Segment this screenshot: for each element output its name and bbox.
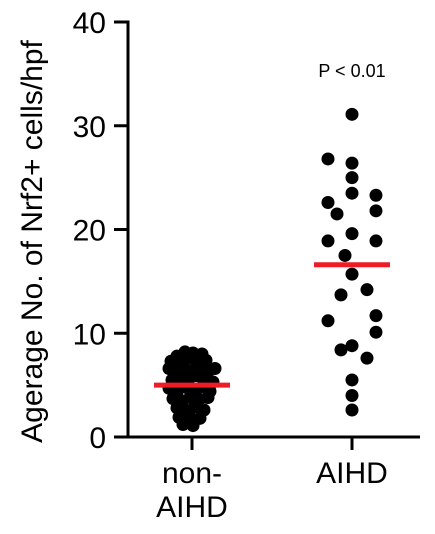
data-point bbox=[345, 186, 359, 200]
data-point bbox=[345, 339, 359, 353]
data-point bbox=[321, 234, 335, 248]
data-point bbox=[345, 389, 359, 402]
x-category-label: non-AIHD bbox=[156, 457, 228, 524]
data-point bbox=[345, 171, 359, 185]
data-point bbox=[369, 204, 383, 218]
y-tick-label: 10 bbox=[73, 318, 106, 351]
data-point bbox=[208, 362, 222, 376]
y-tick-label: 0 bbox=[89, 422, 106, 455]
data-point bbox=[334, 343, 348, 357]
p-value-annotation: P < 0.01 bbox=[318, 61, 385, 81]
data-point bbox=[345, 373, 359, 387]
x-category-label-line: non- bbox=[162, 457, 222, 490]
y-axis-title: Agerage No. of Nrf2+ cells/hpf bbox=[16, 39, 49, 442]
data-point bbox=[360, 351, 374, 365]
data-point bbox=[345, 156, 359, 170]
data-point bbox=[186, 419, 200, 433]
y-tick-label: 30 bbox=[73, 111, 106, 144]
x-category-label-line: AIHD bbox=[316, 457, 388, 490]
means-layer bbox=[154, 262, 390, 388]
y-ticks: 0 10 20 30 40 bbox=[73, 7, 128, 455]
data-point bbox=[201, 391, 215, 405]
data-point bbox=[321, 152, 335, 166]
data-point bbox=[330, 207, 344, 221]
y-tick-label: 20 bbox=[73, 215, 106, 248]
data-point bbox=[345, 267, 359, 281]
data-point bbox=[338, 248, 352, 262]
data-point bbox=[321, 196, 335, 210]
data-point bbox=[360, 283, 374, 297]
data-point bbox=[345, 107, 359, 121]
data-point bbox=[369, 309, 383, 323]
points-layer bbox=[162, 107, 383, 433]
data-point bbox=[369, 234, 383, 248]
data-point bbox=[369, 188, 383, 202]
data-point bbox=[182, 408, 196, 422]
data-point bbox=[345, 227, 359, 241]
data-point bbox=[345, 403, 359, 417]
data-point bbox=[369, 325, 383, 339]
data-point bbox=[176, 418, 190, 432]
x-category-label: AIHD bbox=[316, 457, 388, 490]
x-category-label-line: AIHD bbox=[156, 491, 228, 524]
data-point bbox=[321, 314, 335, 328]
data-point bbox=[334, 288, 348, 302]
y-tick-label: 40 bbox=[73, 7, 106, 40]
